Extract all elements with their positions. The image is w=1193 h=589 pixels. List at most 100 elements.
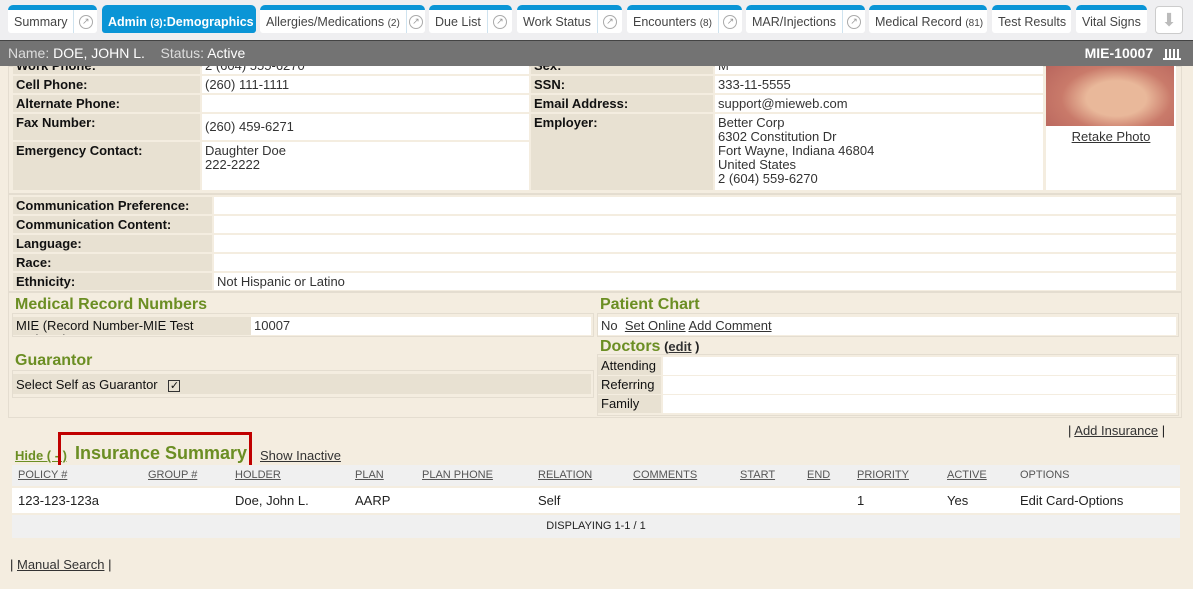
pref-value bbox=[214, 235, 1176, 252]
employer-label: Employer: bbox=[531, 114, 713, 190]
tab-medical-record[interactable]: Medical Record (81) bbox=[869, 5, 987, 33]
insurance-table-header bbox=[12, 465, 1180, 486]
tab-work-status[interactable]: Work Status ↗ bbox=[517, 5, 622, 33]
doctor-value bbox=[663, 357, 1176, 375]
edit-paren: ) bbox=[695, 339, 700, 354]
doctor-label: Family bbox=[598, 395, 661, 413]
column-header[interactable]: RELATION bbox=[538, 469, 593, 481]
scroll-down-button[interactable]: ⬇ bbox=[1155, 6, 1183, 34]
column-header[interactable]: COMMENTS bbox=[633, 469, 698, 481]
employer-value: Better Corp 6302 Constitution Dr Fort Wa… bbox=[715, 114, 1043, 190]
column-header[interactable]: ACTIVE bbox=[947, 469, 987, 481]
patient-photo bbox=[1046, 57, 1174, 126]
ssn-label: SSN: bbox=[531, 76, 713, 93]
open-tab-button[interactable]: ↗ bbox=[717, 10, 742, 33]
tab-test-results[interactable]: Test Results bbox=[992, 5, 1071, 33]
open-tab-button[interactable]: ↗ bbox=[73, 10, 97, 33]
tab-label: MAR/Injections bbox=[752, 14, 837, 29]
guarantor-checkbox[interactable]: ✓ bbox=[168, 380, 181, 392]
retake-photo-link[interactable]: Retake Photo bbox=[1071, 129, 1151, 144]
patient-chart-title: Patient Chart bbox=[600, 296, 700, 313]
patient-name: DOE, JOHN L. bbox=[53, 45, 145, 61]
name-label: Name: bbox=[8, 45, 50, 61]
column-header[interactable]: PLAN bbox=[355, 469, 384, 481]
show-inactive-link[interactable]: Show Inactive bbox=[260, 448, 341, 463]
add-comment-link[interactable]: Add Comment bbox=[688, 318, 772, 333]
tab-label: Test Results bbox=[998, 14, 1067, 29]
doctors-fieldset bbox=[597, 354, 1179, 416]
edit-paren: ( bbox=[664, 339, 669, 354]
tab-suffix: :Demographics bbox=[162, 14, 254, 29]
cell: Yes bbox=[947, 493, 969, 508]
pagination-info: DISPLAYING 1-1 / 1 bbox=[12, 515, 1180, 538]
hide-insurance-link[interactable]: Hide ( - ) bbox=[15, 448, 67, 463]
tab-count: (8) bbox=[699, 17, 712, 29]
external-arrow-icon: ↗ bbox=[408, 14, 423, 29]
emergency-contact-value: Daughter Doe 222-2222 bbox=[202, 142, 529, 190]
chart-fieldset bbox=[597, 313, 1179, 337]
add-insurance-link[interactable]: Add Insurance bbox=[1074, 423, 1159, 438]
tab-label: Work Status bbox=[523, 14, 591, 29]
guarantor-fieldset bbox=[12, 370, 594, 398]
patient-chart-row: No Set Online Add Comment bbox=[598, 317, 1176, 335]
fax-label: Fax Number: bbox=[13, 114, 200, 140]
pref-label: Race: bbox=[13, 254, 212, 271]
manual-search-link[interactable]: Manual Search bbox=[17, 557, 105, 572]
column-header[interactable]: END bbox=[807, 469, 831, 481]
column-header[interactable]: START bbox=[740, 469, 776, 481]
guarantor-title: Guarantor bbox=[15, 352, 93, 369]
doctor-value bbox=[663, 376, 1176, 394]
cell: 123-123-123a bbox=[18, 493, 99, 508]
status-label: Status: bbox=[160, 45, 205, 61]
column-header[interactable]: PRIORITY bbox=[857, 469, 909, 481]
cell: Doe, John L. bbox=[235, 493, 309, 508]
doctor-value bbox=[663, 395, 1176, 413]
patient-status: Active bbox=[207, 45, 246, 61]
table-row[interactable] bbox=[12, 488, 1180, 513]
column-header[interactable]: PLAN PHONE bbox=[422, 469, 493, 481]
tab-summary[interactable]: Summary ↗ bbox=[8, 5, 97, 33]
pref-value bbox=[214, 254, 1176, 271]
tab-due-list[interactable]: Due List ↗ bbox=[429, 5, 512, 33]
records-panel bbox=[8, 292, 1182, 418]
open-tab-button[interactable]: ↗ bbox=[842, 10, 865, 33]
external-arrow-icon: ↗ bbox=[723, 14, 738, 29]
email-label: Email Address: bbox=[531, 95, 713, 112]
cell-phone-label: Cell Phone: bbox=[13, 76, 200, 93]
set-online-link[interactable]: Set Online bbox=[624, 318, 686, 333]
column-header[interactable]: GROUP # bbox=[148, 469, 198, 481]
tab-allergies-medications[interactable]: Allergies/Medications (2) ↗ bbox=[260, 5, 425, 33]
email-value: support@mieweb.com bbox=[715, 95, 1043, 112]
doctor-label: Attending bbox=[598, 357, 661, 375]
pref-label: Communication Preference: bbox=[13, 197, 212, 214]
pref-value: Not Hispanic or Latino bbox=[214, 273, 1176, 290]
open-tab-button[interactable]: ↗ bbox=[405, 10, 425, 33]
tab-label: Vital Signs bbox=[1082, 14, 1141, 29]
tab-vital-signs[interactable]: Vital Signs bbox=[1076, 5, 1147, 33]
tab-label: Encounters bbox=[633, 14, 697, 29]
doctors-title: Doctors bbox=[600, 338, 661, 355]
guarantor-row: Select Self as Guarantor ✓ bbox=[13, 374, 591, 394]
tab-count: (2) bbox=[387, 17, 400, 29]
external-arrow-icon: ↗ bbox=[78, 14, 93, 29]
open-tab-button[interactable]: ↗ bbox=[486, 10, 512, 33]
open-tab-button[interactable]: ↗ bbox=[596, 10, 622, 33]
tab-label: Admin bbox=[108, 14, 147, 29]
column-header[interactable]: HOLDER bbox=[235, 469, 281, 481]
edit-doctors-link[interactable]: edit bbox=[668, 339, 692, 354]
tab-encounters[interactable]: Encounters (8) ↗ bbox=[627, 5, 742, 33]
chart-icon[interactable] bbox=[1163, 45, 1181, 60]
tab-mar-injections[interactable]: MAR/Injections ↗ bbox=[746, 5, 865, 33]
mrn-title: Medical Record Numbers bbox=[15, 296, 208, 313]
tab-admin[interactable]: Admin (3):Demographics bbox=[102, 5, 256, 33]
cell[interactable]: Edit Card-Options bbox=[1020, 493, 1124, 508]
column-header: OPTIONS bbox=[1020, 469, 1070, 481]
column-header[interactable]: POLICY # bbox=[18, 469, 68, 481]
doctor-label: Referring bbox=[598, 376, 661, 394]
pref-value bbox=[214, 197, 1176, 214]
external-arrow-icon: ↗ bbox=[602, 14, 617, 29]
pref-value bbox=[214, 216, 1176, 233]
patient-bar: Name: DOE, JOHN L. Status: Active MIE-10… bbox=[0, 40, 1193, 66]
guarantor-label: Select Self as Guarantor bbox=[16, 377, 158, 392]
cell-phone-value: (260) 111-1111 bbox=[202, 76, 529, 93]
